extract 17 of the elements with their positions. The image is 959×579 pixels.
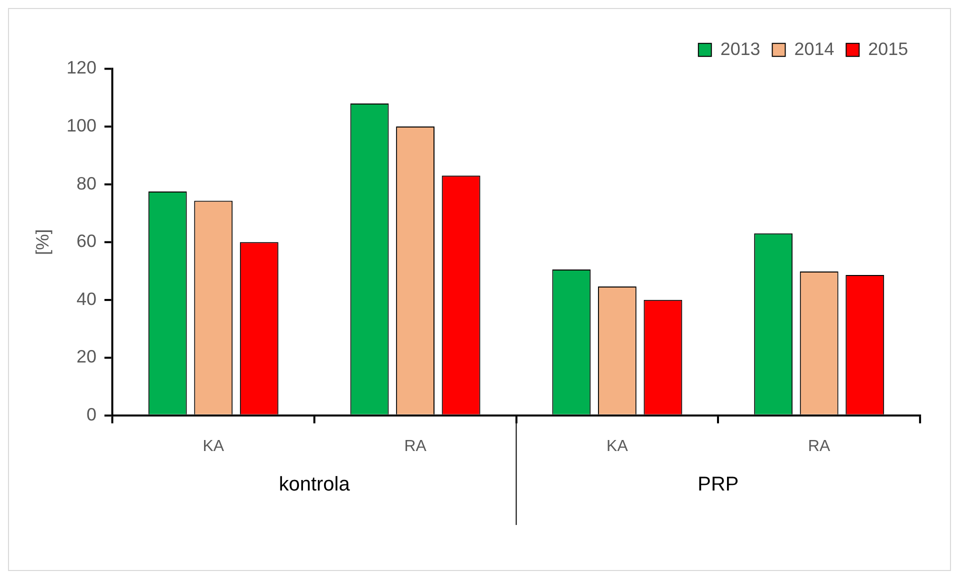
legend-label: 2015 — [868, 38, 908, 59]
x-tick-label: RA — [404, 438, 427, 456]
legend-label: 2014 — [794, 38, 834, 59]
y-tick-label: 40 — [76, 288, 96, 309]
y-axis-title: [%] — [32, 229, 53, 256]
y-tick-label: 20 — [76, 346, 96, 367]
x-tick-label: RA — [808, 438, 831, 456]
x-tick-label: KA — [202, 438, 224, 456]
y-tick-label: 100 — [66, 116, 96, 136]
text: PRP — [698, 474, 739, 496]
x-tick-label: KA — [606, 438, 628, 456]
y-tick-label: 60 — [76, 231, 96, 252]
legend-label: 2013 — [720, 38, 760, 59]
y-tick-label: 0 — [86, 404, 96, 424]
y-tick-label: 80 — [76, 173, 96, 194]
text: kontrola — [278, 474, 351, 496]
y-tick-label: 120 — [66, 58, 96, 78]
